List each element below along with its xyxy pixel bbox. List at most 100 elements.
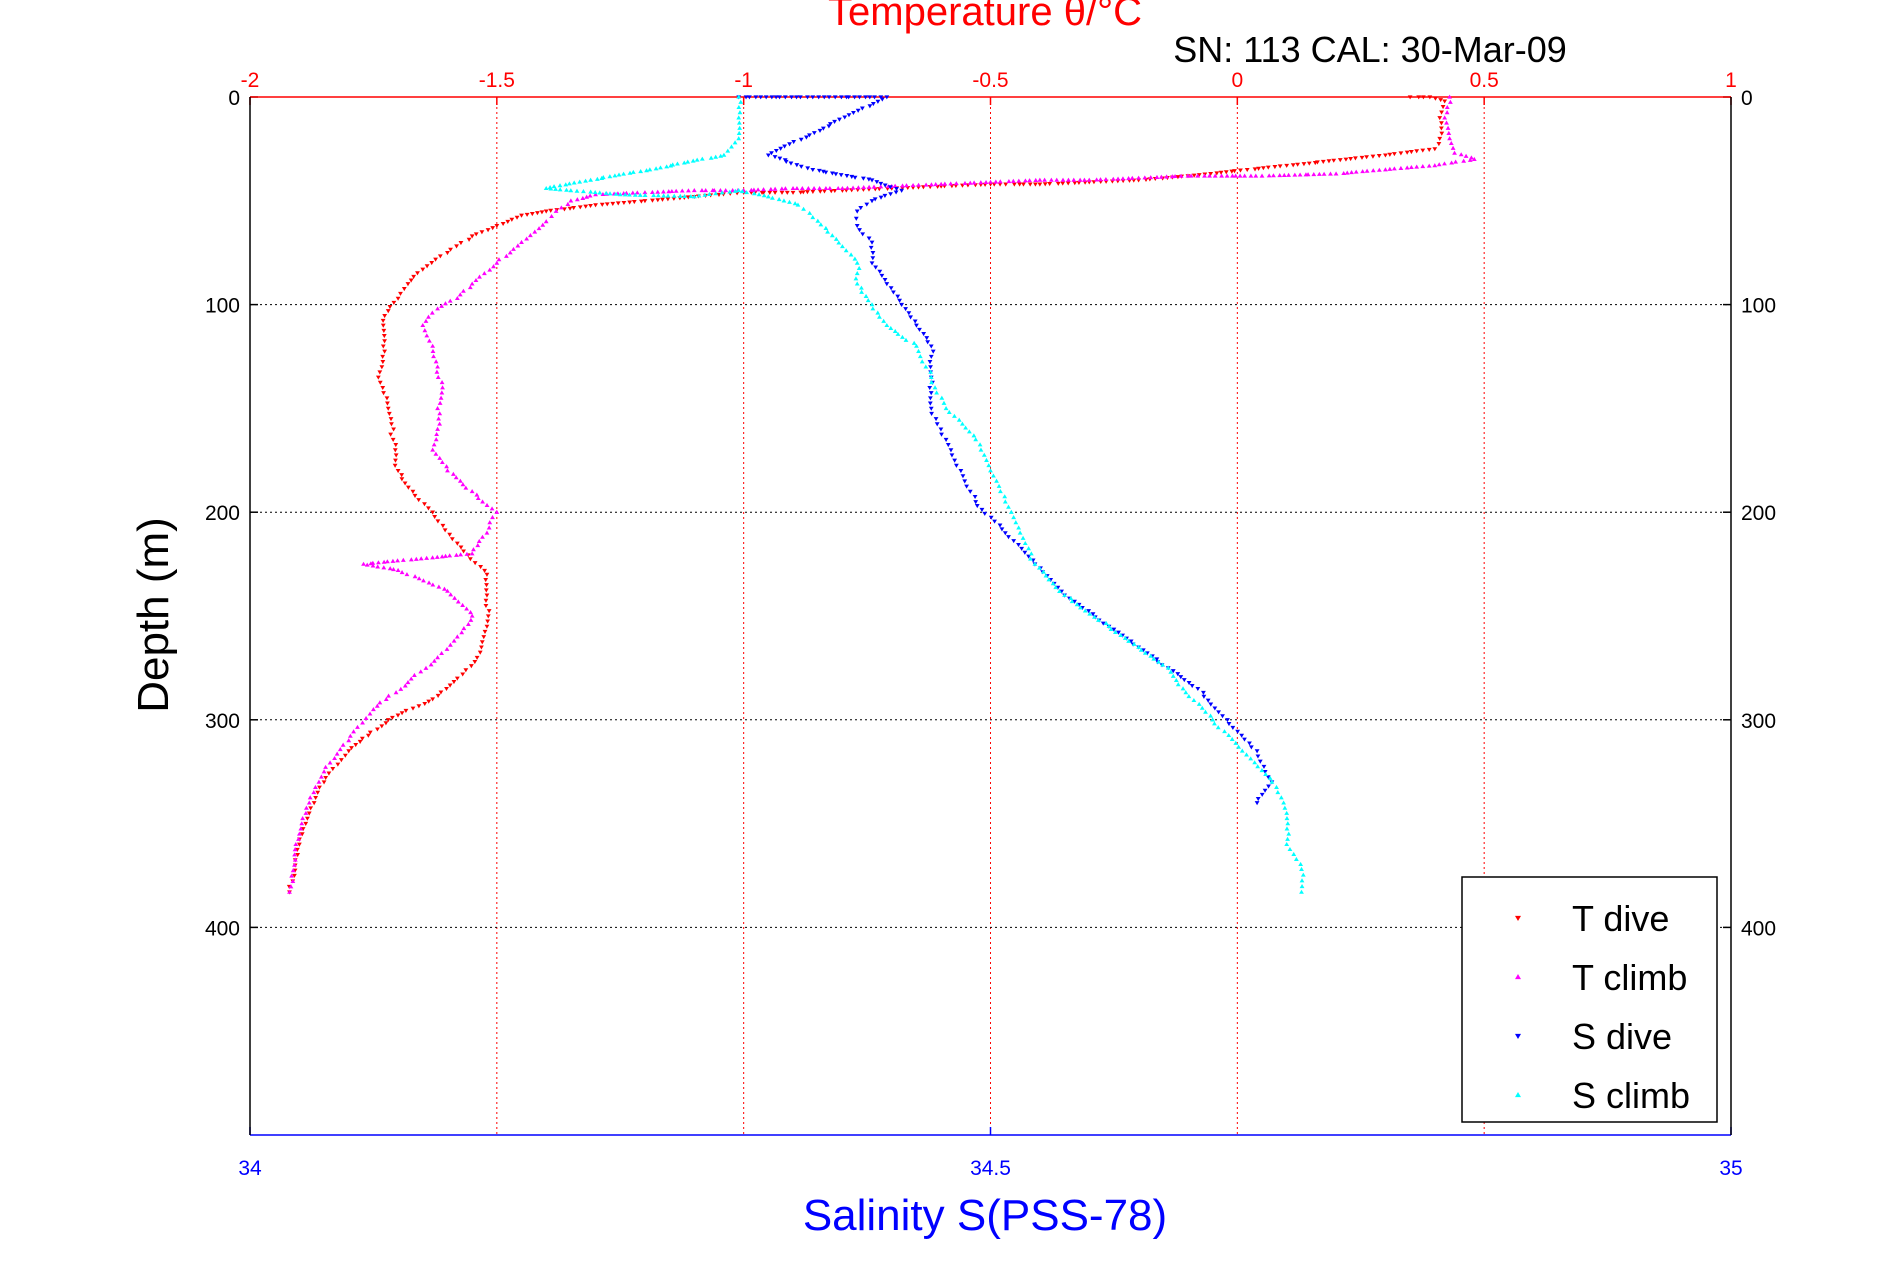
- top-tick-label: 0.5: [1470, 69, 1499, 92]
- data-point: [467, 285, 473, 290]
- data-point: [988, 515, 994, 520]
- data-point: [449, 537, 455, 542]
- data-point: [779, 190, 785, 195]
- data-point: [884, 282, 890, 287]
- data-point: [895, 294, 901, 299]
- data-point: [1299, 889, 1304, 894]
- data-point: [671, 193, 677, 198]
- data-point: [888, 192, 893, 197]
- data-point: [1066, 177, 1071, 182]
- data-point: [553, 186, 558, 191]
- data-point: [1154, 657, 1160, 662]
- data-point: [1436, 162, 1442, 167]
- data-point: [878, 195, 884, 200]
- data-point: [434, 431, 440, 437]
- data-point: [1042, 177, 1047, 182]
- data-point: [1242, 173, 1248, 178]
- data-point: [1442, 99, 1448, 104]
- data-point: [461, 288, 466, 293]
- data-point: [977, 442, 983, 447]
- data-point: [882, 278, 888, 283]
- data-point: [1173, 677, 1179, 683]
- left-depth-tick-label: 0: [228, 87, 240, 110]
- data-point: [978, 180, 984, 185]
- data-point: [395, 469, 401, 474]
- data-point: [1269, 779, 1275, 784]
- data-point: [946, 409, 952, 414]
- data-point: [1284, 826, 1290, 831]
- data-point: [888, 286, 894, 291]
- data-point: [1259, 768, 1265, 773]
- data-point: [1262, 770, 1268, 775]
- data-point: [887, 185, 893, 190]
- data-point: [894, 187, 899, 192]
- data-point: [1278, 795, 1284, 800]
- data-point: [477, 650, 483, 655]
- data-point: [1074, 602, 1080, 607]
- data-point: [869, 261, 875, 266]
- data-point: [315, 790, 321, 795]
- data-point: [736, 115, 742, 120]
- data-point: [1284, 163, 1290, 168]
- data-point: [900, 334, 905, 339]
- data-point: [1010, 178, 1016, 183]
- data-point: [451, 638, 457, 643]
- data-point: [346, 749, 352, 754]
- data-point: [361, 561, 366, 566]
- data-point: [583, 204, 589, 209]
- data-point: [306, 811, 312, 816]
- data-point: [1436, 142, 1442, 147]
- data-point: [854, 224, 860, 229]
- data-point: [479, 230, 485, 235]
- data-point: [408, 557, 414, 562]
- data-point: [1239, 748, 1245, 753]
- data-point: [580, 195, 586, 200]
- data-point: [1416, 95, 1422, 100]
- data-point: [878, 95, 884, 100]
- data-point: [473, 277, 479, 283]
- data-point: [1205, 698, 1211, 703]
- data-point: [480, 534, 485, 539]
- data-point: [509, 217, 515, 222]
- data-point: [852, 95, 857, 100]
- data-point: [485, 228, 491, 233]
- data-point: [1072, 181, 1078, 186]
- data-point: [1208, 171, 1214, 177]
- data-point: [431, 442, 437, 447]
- data-point: [1438, 98, 1444, 103]
- data-point: [677, 193, 683, 198]
- data-point: [298, 826, 304, 831]
- data-point: [485, 614, 491, 619]
- data-point: [363, 715, 369, 720]
- data-point: [385, 401, 390, 406]
- data-point: [300, 827, 306, 832]
- data-point: [855, 185, 861, 190]
- data-point: [395, 296, 401, 301]
- data-point: [928, 354, 934, 359]
- data-point: [311, 801, 317, 806]
- data-point: [863, 95, 868, 100]
- data-point: [713, 191, 719, 196]
- data-point: [1266, 784, 1271, 789]
- data-point: [1212, 706, 1218, 711]
- data-point: [469, 489, 475, 494]
- data-point: [386, 411, 392, 416]
- data-point: [1391, 166, 1397, 171]
- data-point: [1331, 158, 1337, 163]
- data-point: [928, 344, 934, 349]
- data-point: [956, 417, 962, 422]
- data-point: [634, 190, 640, 195]
- data-point: [994, 478, 999, 483]
- data-point: [431, 354, 436, 359]
- data-point: [993, 179, 999, 184]
- data-point: [437, 421, 443, 426]
- top-tick-label: -0.5: [972, 69, 1008, 92]
- data-point: [484, 502, 490, 507]
- data-point: [963, 425, 969, 430]
- data-point: [869, 302, 875, 307]
- data-point: [1348, 157, 1354, 162]
- data-point: [791, 140, 797, 145]
- data-point: [1439, 110, 1444, 115]
- data-point: [1281, 172, 1287, 177]
